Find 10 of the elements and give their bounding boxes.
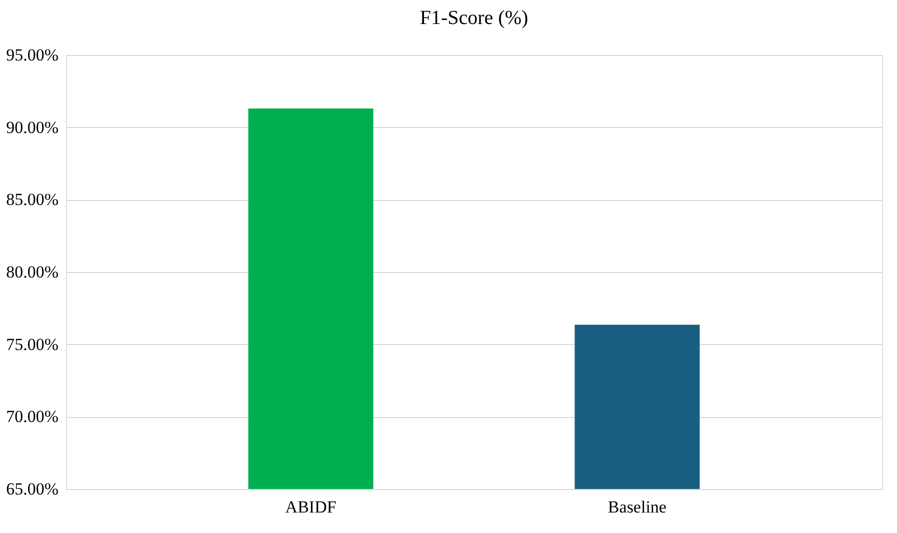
y-tick-label: 75.00% bbox=[6, 334, 58, 354]
y-tick-label: 70.00% bbox=[6, 407, 58, 426]
y-tick-label: 90.00% bbox=[6, 118, 58, 137]
y-tick-label: 95.00% bbox=[6, 46, 58, 64]
y-tick-label: 65.00% bbox=[6, 480, 58, 498]
y-tick-label: 80.00% bbox=[6, 262, 58, 282]
x-tick-label: Baseline bbox=[608, 498, 666, 516]
x-tick-label: ABIDF bbox=[285, 498, 336, 516]
chart-title: F1-Score (%) bbox=[420, 7, 528, 29]
y-tick-label: 85.00% bbox=[6, 190, 58, 210]
